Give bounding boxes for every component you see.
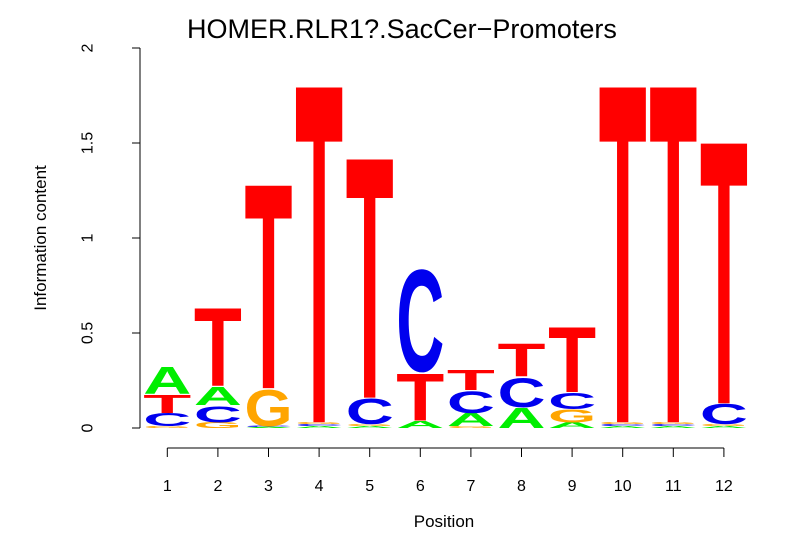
logo-letter-g: G (649, 422, 697, 425)
logo-letter-t: T (194, 285, 242, 410)
logo-letter-t: T (599, 0, 647, 526)
x-tick-label: 10 (614, 478, 632, 495)
logo-letter-a: A (700, 426, 748, 429)
logo-letter-c: C (245, 426, 293, 427)
x-tick-label: 3 (264, 478, 273, 495)
x-tick-label: 11 (665, 478, 682, 495)
logo-letter-c: C (498, 370, 546, 417)
logo-letter-c: C (295, 424, 343, 427)
logo-letter-t: T (295, 0, 343, 526)
logo-letter-t: T (447, 364, 495, 396)
y-tick-label: 1.5 (80, 132, 97, 154)
logo-letter-g: G (194, 421, 242, 430)
logo-letter-t: T (346, 86, 394, 472)
logo-letter-t: T (700, 61, 748, 483)
logo-letter-t: T (143, 390, 191, 419)
y-tick-label: 2 (80, 43, 97, 52)
letter-stack: ATC (396, 240, 444, 435)
logo-letter-t: T (396, 359, 444, 435)
logo-letter-c: C (599, 424, 647, 427)
logo-letter-g: G (548, 406, 596, 426)
logo-letter-g: G (245, 380, 293, 438)
logo-letter-t: T (649, 0, 697, 526)
logo-letter-a: A (498, 402, 546, 434)
logo-letter-g: G (143, 426, 191, 429)
x-axis: 1 2 3 4 5 6 7 8 9 10 11 12 (163, 447, 733, 495)
logo-letter-a: A (599, 426, 647, 429)
logo-letter-c: C (649, 424, 697, 427)
logo-letter-c: C (194, 401, 242, 427)
logo-letter-c: C (346, 392, 394, 433)
y-axis-label: Information content (31, 165, 50, 311)
x-tick-label: 1 (163, 478, 172, 495)
logo-letter-a: A (245, 427, 293, 428)
x-tick-label: 8 (517, 478, 526, 495)
x-tick-label: 5 (365, 478, 374, 495)
y-tick-label: 0.5 (80, 322, 97, 344)
x-tick-label: 12 (715, 478, 733, 495)
y-tick-label: 0 (80, 423, 97, 432)
logo-letter-g: G (700, 424, 748, 427)
logo-letter-c: C (396, 240, 444, 403)
y-axis: 0 0.5 1 1.5 2 (80, 43, 141, 432)
logo-letter-a: A (295, 426, 343, 429)
logo-letter-t: T (498, 334, 546, 387)
chart-title: HOMER.RLR1?.SacCer−Promoters (187, 14, 617, 44)
logo-letter-a: A (194, 381, 242, 410)
logo-letter-c: C (700, 398, 748, 430)
logo-letter-c: C (548, 388, 596, 414)
letter-stack: ACT (498, 334, 546, 434)
logo-letter-t: T (548, 308, 596, 412)
logo-letter-g: G (447, 426, 495, 429)
logo-letter-t: T (245, 122, 293, 451)
logo-letter-a: A (143, 359, 191, 403)
x-tick-label: 7 (466, 478, 475, 495)
logo-letter-g: G (346, 424, 394, 427)
x-tick-label: 9 (568, 478, 577, 495)
logo-letter-c: C (143, 410, 191, 430)
x-tick-label: 4 (315, 478, 324, 495)
x-axis-label: Position (414, 512, 474, 531)
logo-letter-g: G (599, 422, 647, 425)
logo-letter-a: A (649, 426, 697, 429)
x-tick-label: 6 (416, 478, 425, 495)
logo-letter-g: G (295, 422, 343, 425)
logo-letter-a: A (447, 410, 495, 430)
logo-letter-c: C (447, 385, 495, 420)
y-tick-label: 1 (80, 233, 97, 242)
logo-letter-a: A (346, 426, 394, 429)
logo-letter-a: A (548, 421, 596, 430)
x-tick-label: 2 (213, 478, 222, 495)
logo-letter-a: A (396, 419, 444, 431)
